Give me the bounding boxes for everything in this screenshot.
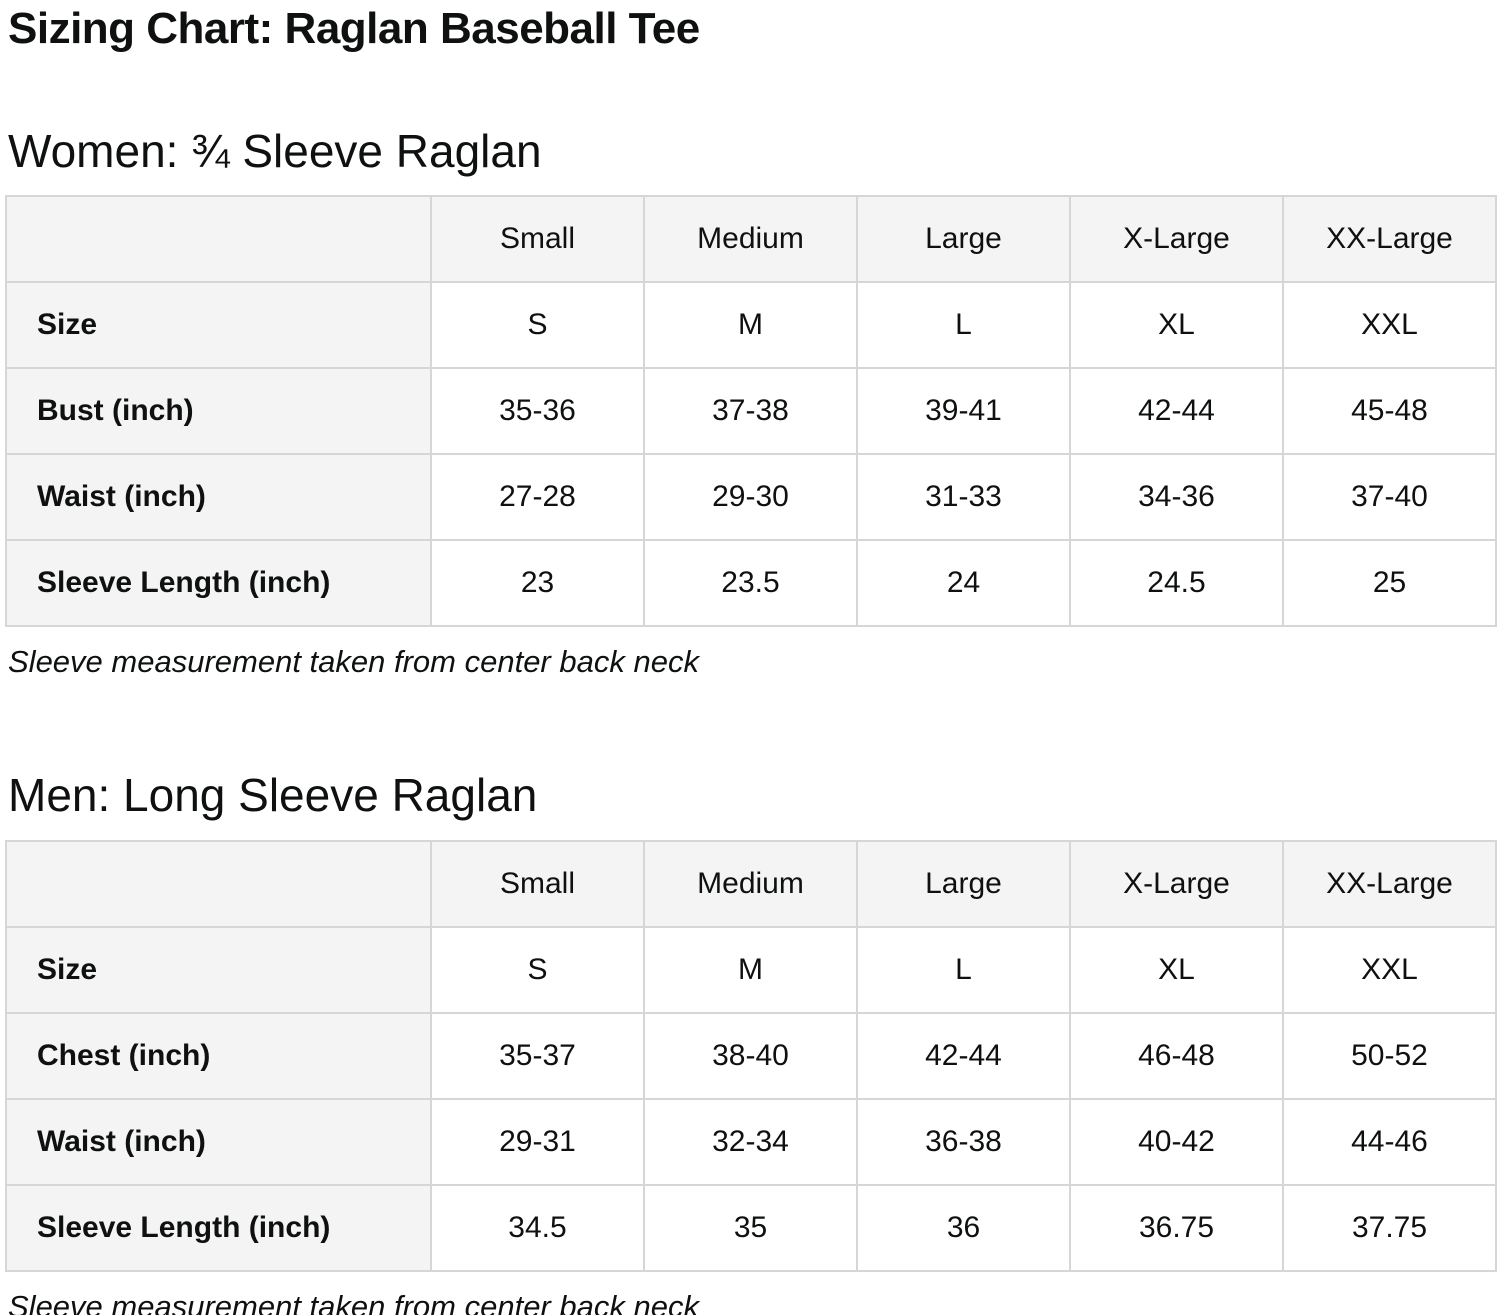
column-header: X-Large bbox=[1069, 839, 1284, 928]
data-cell: 23.5 bbox=[643, 539, 858, 628]
data-cell: 35 bbox=[643, 1183, 858, 1272]
header-row: Small Medium Large X-Large XX-Large bbox=[5, 195, 1497, 284]
page-title: Sizing Chart: Raglan Baseball Tee bbox=[8, 4, 700, 53]
data-cell: 35-37 bbox=[430, 1011, 645, 1100]
column-header: XX-Large bbox=[1282, 839, 1497, 928]
column-header: Small bbox=[430, 195, 645, 284]
data-cell: 37-38 bbox=[643, 367, 858, 456]
column-header: Large bbox=[856, 839, 1071, 928]
table-row: Waist (inch) 29-31 32-34 36-38 40-42 44-46 bbox=[5, 1097, 1497, 1186]
data-cell: M bbox=[643, 281, 858, 370]
data-cell: 34-36 bbox=[1069, 453, 1284, 542]
data-cell: XXL bbox=[1282, 925, 1497, 1014]
data-cell: 34.5 bbox=[430, 1183, 645, 1272]
row-label: Sleeve Length (inch) bbox=[5, 539, 432, 628]
column-header: Small bbox=[430, 839, 645, 928]
data-cell: 38-40 bbox=[643, 1011, 858, 1100]
data-cell: 24.5 bbox=[1069, 539, 1284, 628]
data-cell: 39-41 bbox=[856, 367, 1071, 456]
table-row: Chest (inch) 35-37 38-40 42-44 46-48 50-52 bbox=[5, 1011, 1497, 1100]
data-cell: 44-46 bbox=[1282, 1097, 1497, 1186]
table-row: Bust (inch) 35-36 37-38 39-41 42-44 45-48 bbox=[5, 367, 1497, 456]
section-heading-women: Women: ¾ Sleeve Raglan bbox=[8, 124, 542, 177]
data-cell: 45-48 bbox=[1282, 367, 1497, 456]
table-row: Sleeve Length (inch) 34.5 35 36 36.75 37.75 bbox=[5, 1183, 1497, 1272]
corner-cell bbox=[5, 195, 432, 284]
table-row: Size S M L XL XXL bbox=[5, 925, 1497, 1014]
table-row: Size S M L XL XXL bbox=[5, 281, 1497, 370]
data-cell: 42-44 bbox=[856, 1011, 1071, 1100]
row-label: Size bbox=[5, 281, 432, 370]
column-header: Medium bbox=[643, 195, 858, 284]
section-heading-men: Men: Long Sleeve Raglan bbox=[8, 768, 538, 821]
data-cell: 42-44 bbox=[1069, 367, 1284, 456]
row-label: Waist (inch) bbox=[5, 453, 432, 542]
data-cell: 36-38 bbox=[856, 1097, 1071, 1186]
data-cell: 50-52 bbox=[1282, 1011, 1497, 1100]
data-cell: 31-33 bbox=[856, 453, 1071, 542]
data-cell: 37-40 bbox=[1282, 453, 1497, 542]
data-cell: S bbox=[430, 925, 645, 1014]
row-label: Chest (inch) bbox=[5, 1011, 432, 1100]
data-cell: 37.75 bbox=[1282, 1183, 1497, 1272]
data-cell: L bbox=[856, 925, 1071, 1014]
data-cell: 23 bbox=[430, 539, 645, 628]
column-header: X-Large bbox=[1069, 195, 1284, 284]
men-table-note: Sleeve measurement taken from center bac… bbox=[8, 1288, 699, 1315]
men-size-table: Small Medium Large X-Large XX-Large Size S M L XL… bbox=[5, 839, 1497, 1272]
table-row: Sleeve Length (inch) 23 23.5 24 24.5 25 bbox=[5, 539, 1497, 628]
row-label: Bust (inch) bbox=[5, 367, 432, 456]
data-cell: 25 bbox=[1282, 539, 1497, 628]
data-cell: 32-34 bbox=[643, 1097, 858, 1186]
corner-cell bbox=[5, 839, 432, 928]
data-cell: 36.75 bbox=[1069, 1183, 1284, 1272]
data-cell: M bbox=[643, 925, 858, 1014]
data-cell: 36 bbox=[856, 1183, 1071, 1272]
data-cell: XL bbox=[1069, 281, 1284, 370]
data-cell: 46-48 bbox=[1069, 1011, 1284, 1100]
column-header: Large bbox=[856, 195, 1071, 284]
row-label: Sleeve Length (inch) bbox=[5, 1183, 432, 1272]
row-label: Waist (inch) bbox=[5, 1097, 432, 1186]
data-cell: 35-36 bbox=[430, 367, 645, 456]
header-row: Small Medium Large X-Large XX-Large bbox=[5, 839, 1497, 928]
data-cell: XL bbox=[1069, 925, 1284, 1014]
women-table-note: Sleeve measurement taken from center bac… bbox=[8, 644, 699, 680]
column-header: XX-Large bbox=[1282, 195, 1497, 284]
data-cell: 29-30 bbox=[643, 453, 858, 542]
data-cell: L bbox=[856, 281, 1071, 370]
column-header: Medium bbox=[643, 839, 858, 928]
row-label: Size bbox=[5, 925, 432, 1014]
women-size-table: Small Medium Large X-Large XX-Large Size S M L XL… bbox=[5, 195, 1497, 628]
data-cell: S bbox=[430, 281, 645, 370]
table-row: Waist (inch) 27-28 29-30 31-33 34-36 37-40 bbox=[5, 453, 1497, 542]
data-cell: 29-31 bbox=[430, 1097, 645, 1186]
data-cell: 40-42 bbox=[1069, 1097, 1284, 1186]
data-cell: 27-28 bbox=[430, 453, 645, 542]
data-cell: 24 bbox=[856, 539, 1071, 628]
data-cell: XXL bbox=[1282, 281, 1497, 370]
